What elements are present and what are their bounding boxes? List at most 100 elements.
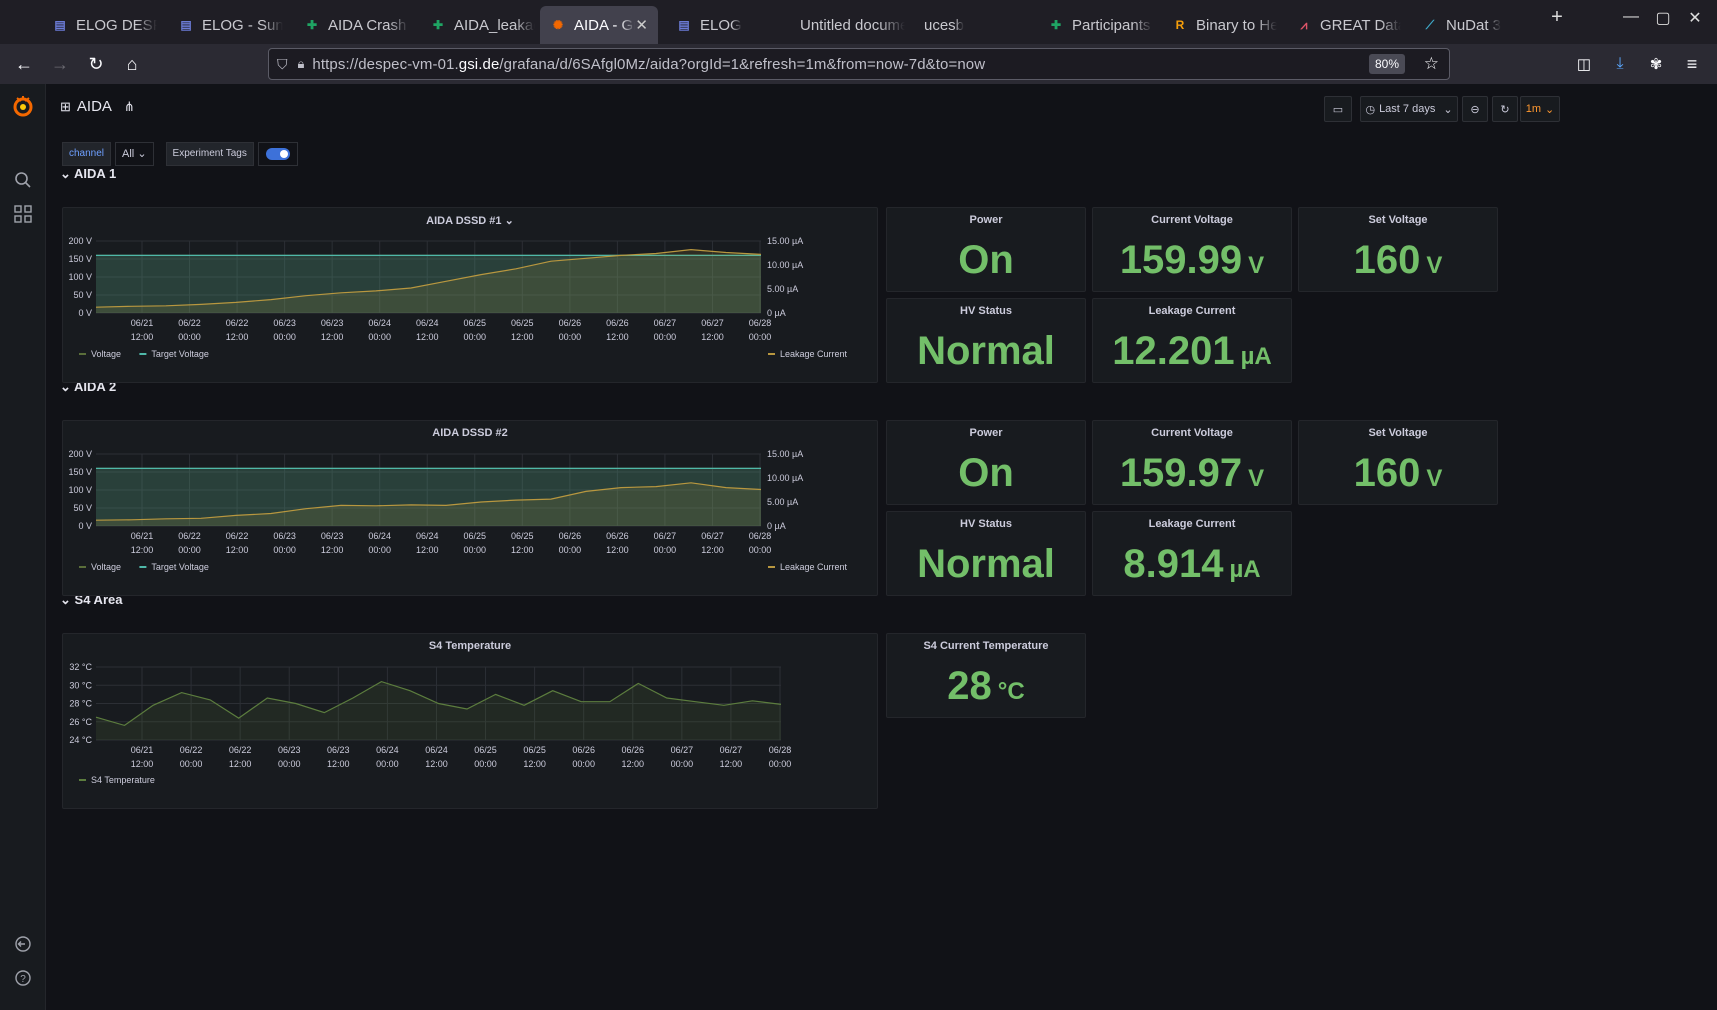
- menu-icon[interactable]: ≡: [1686, 53, 1698, 74]
- x-tick-label-date: 06/23: [321, 318, 344, 328]
- x-tick-label-time: 00:00: [559, 545, 582, 555]
- legend-label: S4 Temperature: [91, 775, 155, 785]
- close-tab-icon[interactable]: ✕: [635, 17, 648, 34]
- x-tick-label-time: 00:00: [749, 332, 772, 342]
- search-icon[interactable]: [11, 168, 35, 192]
- time-picker-button[interactable]: ◷ Last 7 days ⌄: [1360, 96, 1458, 122]
- chevron-down-icon: ⌄: [60, 379, 71, 394]
- refresh-button[interactable]: ↻: [1492, 96, 1518, 122]
- aida1-current-voltage-stat: Current Voltage 159.99 V: [1092, 207, 1292, 292]
- stat-unit: V: [1426, 252, 1443, 279]
- sign-in-icon[interactable]: [11, 932, 35, 956]
- url-bar[interactable]: ⛉ 🔒︎ https://despec-vm-01.gsi.de/grafana…: [268, 48, 1450, 80]
- x-tick-label-time: 12:00: [416, 545, 439, 555]
- extensions-icon[interactable]: ✾: [1649, 56, 1663, 73]
- x-tick-label-date: 06/26: [572, 745, 595, 755]
- refresh-interval-button[interactable]: 1m ⌄: [1520, 96, 1560, 122]
- x-tick-label-date: 06/27: [654, 318, 677, 328]
- browser-tab[interactable]: R Binary to Hex: [1162, 6, 1287, 44]
- experiment-tags-toggle[interactable]: [257, 142, 298, 166]
- browser-tab[interactable]: Untitled document: [790, 6, 915, 44]
- y-tick-label: 32 °C: [69, 662, 92, 672]
- tab-label: AIDA_leakage: [454, 16, 535, 34]
- downloads-icon[interactable]: ⤓: [1616, 55, 1624, 72]
- stat-title: Set Voltage: [1368, 214, 1428, 226]
- close-window-button[interactable]: ✕: [1688, 10, 1702, 27]
- elog-icon: ▤: [180, 18, 192, 32]
- x-tick-label-time: 12:00: [523, 759, 546, 769]
- stat-title: Leakage Current: [1148, 305, 1236, 317]
- browser-tab[interactable]: ⟋ NuDat 3: [1412, 6, 1537, 44]
- x-tick-label-time: 00:00: [769, 759, 792, 769]
- x-tick-label-date: 06/22: [180, 745, 203, 755]
- x-tick-label-time: 00:00: [654, 545, 677, 555]
- home-icon[interactable]: ⌂: [126, 53, 138, 74]
- grafana-icon: ✺: [552, 18, 564, 32]
- browser-tab[interactable]: ▤ ELOG - Sunday: [168, 6, 293, 44]
- stat-title: Current Voltage: [1151, 427, 1233, 439]
- tab-label: ELOG: [700, 16, 742, 34]
- browser-tab[interactable]: ucesb: [914, 6, 1039, 44]
- browser-tab[interactable]: ✺ AIDA - Grafana✕: [540, 6, 658, 44]
- aida-dssd-2-panel: AIDA DSSD #2 200 V 150 V 100 V 50 V 0 V 15.00…: [62, 420, 878, 596]
- stat-value: On: [958, 238, 1014, 282]
- browser-tab[interactable]: ▤ ELOG: [666, 6, 791, 44]
- y2-tick-label: 10.00 µA: [767, 260, 803, 270]
- y2-tick-label: 10.00 µA: [767, 473, 803, 483]
- x-tick-label-time: 12:00: [511, 332, 534, 342]
- dashboards-grid-icon[interactable]: [11, 202, 35, 226]
- aida1-power-stat: Power On: [886, 207, 1086, 292]
- lock-icon[interactable]: 🔒︎: [297, 56, 305, 71]
- x-tick-label-time: 12:00: [131, 545, 154, 555]
- share-icon[interactable]: ⋔: [123, 98, 135, 114]
- back-icon[interactable]: ←: [15, 53, 33, 74]
- url-text[interactable]: https://despec-vm-01.gsi.de/grafana/d/6S…: [312, 55, 986, 73]
- browser-tab[interactable]: ▤ ELOG DESPEC: [42, 6, 167, 44]
- aida1-set-voltage-stat: Set Voltage 160 V: [1298, 207, 1498, 292]
- grafana-logo-icon[interactable]: [11, 94, 35, 118]
- legend-label: Target Voltage: [151, 349, 209, 359]
- series-area: [96, 681, 781, 740]
- reload-icon[interactable]: ↻: [88, 53, 104, 74]
- zoom-indicator[interactable]: 80%: [1368, 54, 1405, 74]
- x-tick-label-time: 00:00: [464, 332, 487, 342]
- browser-tab[interactable]: ✚ AIDA Crash Log: [294, 6, 419, 44]
- x-tick-label-time: 12:00: [321, 332, 344, 342]
- panel-title[interactable]: AIDA DSSD #2: [432, 427, 508, 439]
- shield-icon[interactable]: ⛉: [277, 55, 288, 72]
- chevron-down-icon: ⌄: [504, 215, 514, 227]
- x-tick-label-date: 06/21: [131, 745, 154, 755]
- stat-value: 28 °C: [947, 664, 1025, 708]
- channel-variable-select[interactable]: All ⌄: [115, 142, 154, 166]
- x-tick-label-date: 06/23: [273, 531, 296, 541]
- stat-unit: µA: [1240, 343, 1272, 370]
- browser-tab[interactable]: ⩘ GREAT Data: [1286, 6, 1411, 44]
- section-aida-1[interactable]: ⌄ AIDA 1: [60, 166, 117, 181]
- variables-row: channel All ⌄ Experiment Tags: [62, 142, 298, 166]
- pocket-icon[interactable]: ◫: [1576, 56, 1592, 73]
- x-tick-label-date: 06/27: [654, 531, 677, 541]
- zoom-out-button[interactable]: ⊖: [1462, 96, 1488, 122]
- x-tick-label-date: 06/22: [226, 318, 249, 328]
- tv-mode-button[interactable]: ▭: [1324, 96, 1352, 122]
- new-tab-button[interactable]: +: [1551, 6, 1563, 28]
- maximize-button[interactable]: ▢: [1655, 10, 1671, 27]
- panel-title[interactable]: S4 Temperature: [428, 640, 512, 652]
- x-tick-label-date: 06/24: [376, 745, 399, 755]
- bookmark-star-icon[interactable]: ☆: [1423, 54, 1439, 73]
- help-icon[interactable]: ?: [11, 966, 35, 990]
- browser-tab[interactable]: ✚ Participants of: [1038, 6, 1163, 44]
- dashboard-title[interactable]: AIDA: [76, 98, 112, 115]
- stat-value: 160 V: [1353, 238, 1443, 282]
- x-tick-label-time: 12:00: [131, 759, 154, 769]
- browser-tab[interactable]: ✚ AIDA_leakage: [420, 6, 545, 44]
- minimize-button[interactable]: —: [1623, 8, 1639, 25]
- y-tick-label: 26 °C: [69, 717, 92, 727]
- forward-icon[interactable]: →: [51, 53, 69, 74]
- tab-label: AIDA Crash Log: [328, 16, 409, 34]
- y2-tick-label: 5.00 µA: [767, 497, 798, 507]
- x-tick-label-date: 06/28: [769, 745, 792, 755]
- panel-title[interactable]: AIDA DSSD #1 ⌄: [426, 215, 514, 227]
- aida-dssd-1-panel: AIDA DSSD #1 ⌄ 200 V 150 V 100 V 50 V 0 V 15.…: [62, 207, 878, 383]
- aida2-leakage-current-stat: Leakage Current 8.914 µA: [1092, 511, 1292, 596]
